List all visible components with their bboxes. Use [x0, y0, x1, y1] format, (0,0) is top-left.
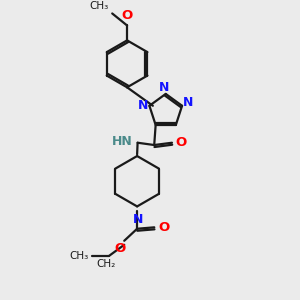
Text: CH₂: CH₂: [97, 259, 116, 269]
Text: CH₃: CH₃: [89, 1, 109, 11]
Text: N: N: [183, 96, 194, 109]
Text: O: O: [158, 221, 169, 234]
Text: HN: HN: [112, 134, 133, 148]
Text: N: N: [159, 81, 169, 94]
Text: O: O: [176, 136, 187, 149]
Text: O: O: [122, 9, 133, 22]
Text: N: N: [133, 213, 143, 226]
Text: N: N: [138, 99, 148, 112]
Text: O: O: [115, 242, 126, 255]
Text: CH₃: CH₃: [69, 251, 88, 261]
